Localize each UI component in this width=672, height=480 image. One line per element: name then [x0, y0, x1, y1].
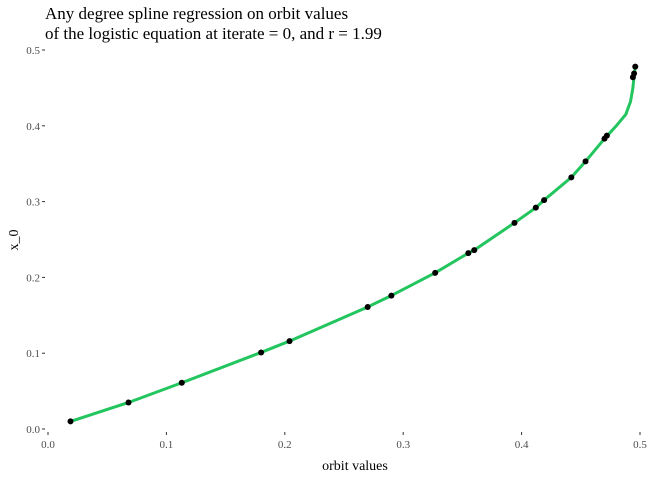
data-point — [388, 292, 395, 299]
x-tick-label: 0.5 — [633, 439, 647, 451]
chart-title-line-2: of the logistic equation at iterate = 0,… — [45, 24, 382, 43]
x-axis-label: orbit values — [322, 459, 388, 474]
data-point — [258, 349, 265, 356]
spline-fit-line — [69, 65, 637, 423]
y-tick-label: 0.4 — [26, 121, 40, 133]
data-point — [432, 269, 439, 276]
data-point — [125, 399, 132, 406]
x-tick-label: 0.3 — [396, 439, 410, 451]
data-point — [568, 174, 575, 181]
x-tick-label: 0.4 — [515, 439, 529, 451]
data-point — [286, 338, 293, 345]
x-tick-label: 0.0 — [41, 439, 55, 451]
y-tick-label: 0.3 — [26, 197, 40, 209]
data-point — [541, 197, 548, 204]
x-tick-label: 0.1 — [160, 439, 174, 451]
y-axis-label: x_0 — [7, 230, 22, 251]
data-point — [632, 63, 639, 70]
y-axis: 0.0 0.1 0.2 0.3 0.4 0.5 — [26, 45, 45, 436]
data-point — [178, 379, 185, 386]
chart-title-line-1: Any degree spline regression on orbit va… — [45, 4, 348, 23]
y-tick-label: 0.1 — [26, 348, 40, 360]
data-point — [532, 204, 539, 211]
data-point — [465, 250, 472, 257]
data-point — [511, 219, 518, 226]
data-point — [603, 132, 610, 139]
data-point — [364, 303, 371, 310]
x-axis: 0.0 0.1 0.2 0.3 0.4 0.5 — [41, 432, 647, 451]
x-tick-label: 0.2 — [278, 439, 292, 451]
y-tick-label: 0.5 — [26, 45, 40, 57]
data-points — [67, 63, 639, 425]
data-point — [582, 158, 589, 165]
y-tick-label: 0.2 — [26, 272, 40, 284]
data-point — [631, 70, 638, 77]
data-point — [471, 247, 478, 254]
data-point — [67, 418, 74, 425]
y-tick-label: 0.0 — [26, 424, 40, 436]
